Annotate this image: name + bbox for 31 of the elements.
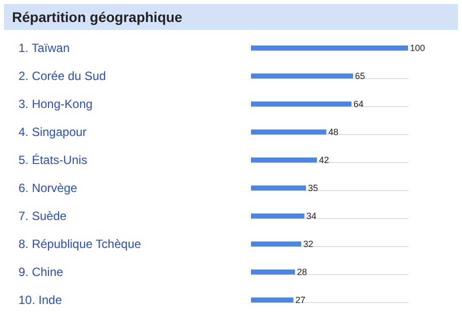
y-tick-label: 2. Corée du Sud [18, 69, 106, 83]
y-tick-label: 8. République Tchèque [18, 237, 142, 251]
text: Répartition géographique [4, 4, 458, 30]
bar [251, 129, 326, 135]
bar [251, 297, 294, 303]
y-tick-label: 10. Inde [18, 293, 62, 307]
data-label: 42 [318, 155, 329, 165]
bar [251, 185, 306, 191]
data-label: 64 [353, 99, 364, 109]
bar [251, 269, 295, 275]
data-label: 100 [410, 43, 426, 53]
data-label: 28 [296, 267, 307, 277]
y-tick-label: 5. États-Unis [18, 153, 88, 167]
data-label: 32 [303, 239, 314, 249]
y-tick-label: 4. Singapour [18, 125, 87, 139]
data-label: 48 [328, 127, 338, 137]
bar [251, 73, 354, 79]
y-tick-label: 9. Chine [18, 265, 64, 279]
bar [251, 241, 302, 247]
y-tick-label: 7. Suède [18, 209, 67, 223]
data-label: 34 [306, 211, 316, 221]
data-label: 35 [308, 183, 318, 193]
y-tick-label: 1. Taïwan [18, 41, 70, 55]
bar [251, 101, 352, 107]
y-tick-label: 6. Norvège [18, 181, 78, 195]
bar [251, 157, 317, 163]
bar [251, 45, 408, 51]
bar [251, 213, 304, 219]
data-label: 65 [355, 71, 366, 81]
data-label: 27 [295, 295, 306, 305]
y-tick-label: 3. Hong-Kong [18, 97, 93, 111]
